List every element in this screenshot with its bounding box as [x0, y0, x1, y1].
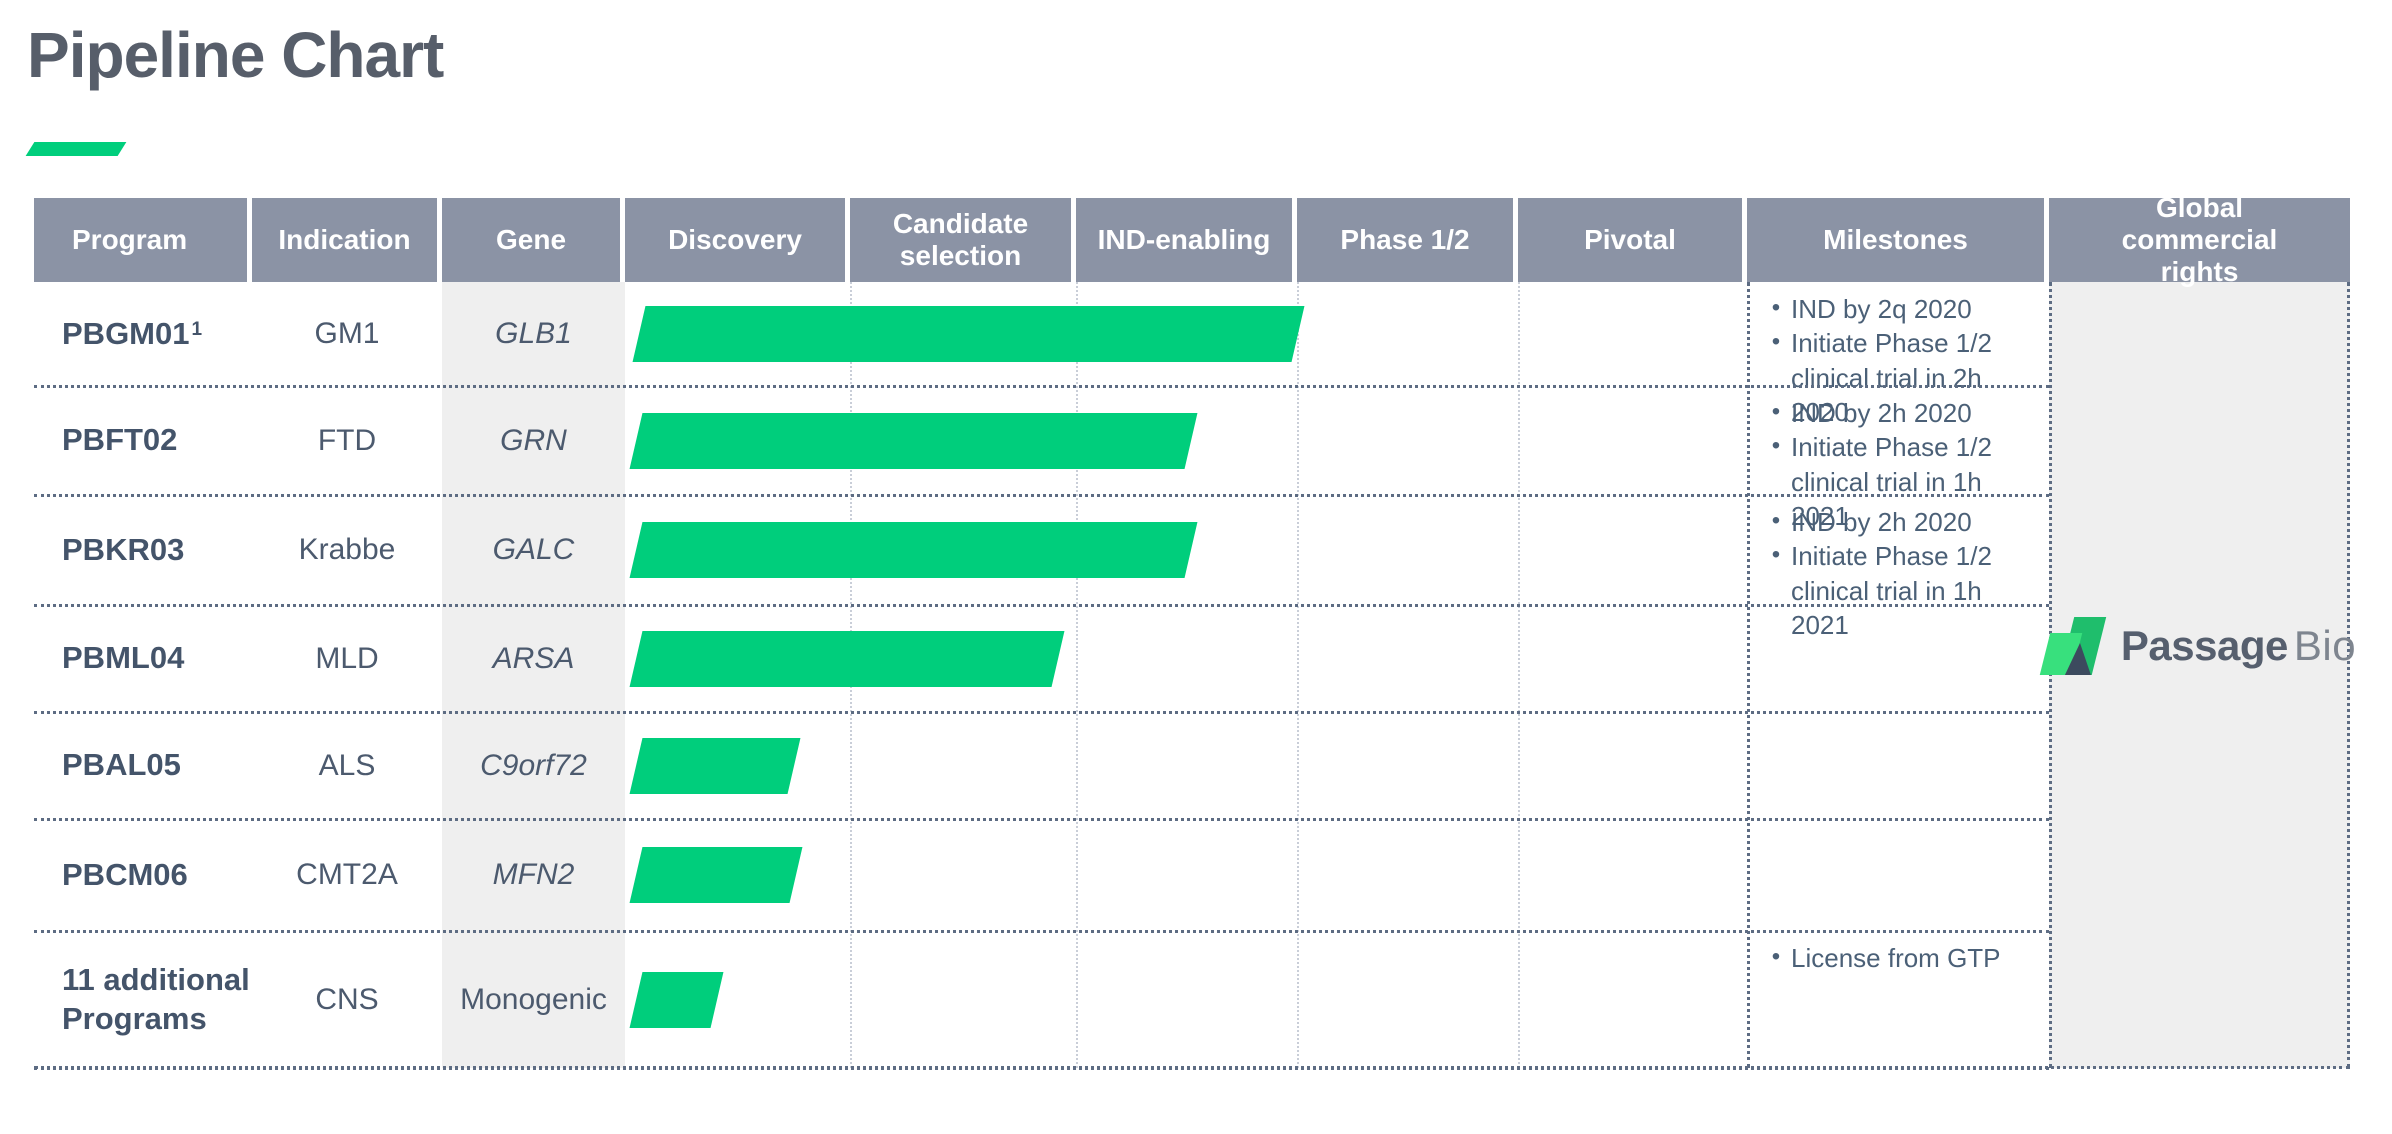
- milestone-item: • IND by 2q 2020: [1761, 292, 2041, 326]
- row-divider: [34, 818, 2049, 821]
- pipeline-progress-bar: [629, 737, 801, 794]
- bullet: •: [1771, 432, 1781, 460]
- header-global-commercial-rights: Global commercial rights: [2049, 192, 2350, 287]
- indication-cell: FTD: [317, 423, 377, 457]
- gene-cell: MFN2: [492, 858, 575, 891]
- pipeline-progress-bar: [629, 630, 1065, 687]
- table-row-pbml04: PBML04 MLD ARSA: [34, 605, 2350, 714]
- program-cell: PBAL05: [62, 747, 181, 783]
- bullet: •: [1771, 943, 1781, 970]
- gene-cell: GLB1: [495, 317, 572, 350]
- pipeline-progress-bar: [629, 522, 1198, 578]
- indication-cell: MLD: [315, 641, 379, 675]
- row-divider: [34, 930, 2049, 933]
- table-row-pbcm06: PBCM06 CMT2A MFN2: [34, 819, 2350, 933]
- table-right-border: [2347, 282, 2350, 1068]
- milestone-text: IND by 2h 2020: [1791, 507, 1972, 537]
- header-indication: Indication: [252, 198, 442, 282]
- milestone-text: Initiate Phase 1/2 clinical trial in 1h …: [1791, 541, 1992, 640]
- bullet: •: [1771, 328, 1781, 356]
- table-row-pbgm01: PBGM01 1 GM1 GLB1 • IND by 2q 2020 • Initiat…: [34, 282, 2350, 427]
- header-candidate-selection: Candidate selection: [850, 198, 1076, 282]
- milestones-left-border: [1747, 282, 1750, 1068]
- row-divider: [34, 385, 2049, 388]
- table-header-row: Program Indication Gene Discovery Candid…: [34, 192, 2350, 287]
- table-row-additional-programs: 11 additional Programs CNS Monogenic • Li…: [34, 931, 2350, 1070]
- gene-cell: GRN: [500, 423, 567, 457]
- program-cell: PBFT02: [62, 422, 178, 458]
- header-program: Program: [34, 198, 252, 282]
- page-title: Pipeline Chart: [27, 19, 444, 91]
- column-guide-pivotal: [1518, 282, 1520, 1068]
- pipeline-progress-bar: [629, 847, 803, 903]
- table-row-pbal05: PBAL05 ALS C9orf72: [34, 712, 2350, 821]
- header-discovery: Discovery: [625, 198, 850, 282]
- milestones-cell: [1747, 712, 2049, 819]
- milestones-cell: [1747, 605, 2049, 712]
- bullet: •: [1771, 507, 1781, 534]
- milestone-text: License from GTP: [1791, 943, 2001, 973]
- milestone-text: IND by 2q 2020: [1791, 294, 1972, 324]
- milestone-text: Initiate Phase 1/2 clinical trial in 1h …: [1791, 432, 1992, 531]
- milestones-cell: • License from GTP: [1747, 931, 2049, 1068]
- gene-cell: ARSA: [492, 641, 575, 675]
- row-divider: [34, 604, 2049, 607]
- bullet: •: [1771, 294, 1781, 321]
- milestone-item: • IND by 2h 2020: [1761, 396, 2041, 430]
- table-body: PBGM01 1 GM1 GLB1 • IND by 2q 2020 • Initiat…: [34, 282, 2350, 1070]
- table-row-pbkr03: PBKR03 Krabbe GALC • IND by 2h 2020 • Initi…: [34, 495, 2350, 640]
- indication-cell: CNS: [315, 982, 379, 1016]
- header-milestones: Milestones: [1747, 198, 2049, 282]
- pipeline-progress-bar: [629, 971, 724, 1028]
- passage-bio-logo-icon: [2039, 617, 2109, 675]
- row-divider: [34, 711, 2049, 714]
- header-phase-12: Phase 1/2: [1297, 198, 1518, 282]
- milestone-item: • IND by 2h 2020: [1761, 505, 2041, 539]
- gene-cell: C9orf72: [480, 748, 587, 782]
- gene-cell: GALC: [492, 533, 575, 566]
- gene-cell: Monogenic: [460, 982, 607, 1016]
- indication-cell: Krabbe: [298, 533, 396, 566]
- pipeline-progress-bar: [629, 412, 1198, 469]
- title-underline-dash: [25, 142, 127, 156]
- table-bottom-divider: [34, 1066, 2350, 1069]
- passage-bio-logo: Passage Bio: [2039, 606, 2356, 686]
- pipeline-progress-bar: [632, 306, 1304, 362]
- column-guide-ind-enabling: [1076, 282, 1078, 1068]
- indication-cell: GM1: [314, 317, 380, 350]
- footnote-marker: 1: [191, 319, 203, 341]
- global-rights-column-band: [2049, 282, 2350, 1068]
- milestones-cell: • IND by 2q 2020 • Initiate Phase 1/2 clini…: [1747, 282, 2049, 427]
- table-row-pbft02: PBFT02 FTD GRN • IND by 2h 2020 • Initiate …: [34, 386, 2350, 531]
- bullet: •: [1771, 541, 1781, 569]
- row-divider: [34, 494, 2049, 497]
- milestones-cell: • IND by 2h 2020 • Initiate Phase 1/2 clini…: [1747, 386, 2049, 531]
- milestones-right-border: [2049, 282, 2052, 1068]
- program-cell: PBML04: [62, 640, 185, 676]
- logo-text-passage: Passage: [2120, 622, 2288, 669]
- milestones-cell: • IND by 2h 2020 • Initiate Phase 1/2 clini…: [1747, 495, 2049, 640]
- bullet: •: [1771, 398, 1781, 425]
- header-ind-enabling: IND-enabling: [1076, 198, 1297, 282]
- pipeline-table: Program Indication Gene Discovery Candid…: [34, 192, 2356, 1070]
- indication-cell: CMT2A: [296, 858, 398, 891]
- column-guide-phase12: [1297, 282, 1299, 1068]
- header-pivotal: Pivotal: [1518, 198, 1747, 282]
- milestone-item: • Initiate Phase 1/2 clinical trial in 1h…: [1761, 430, 2041, 533]
- program-cell: PBCM06: [62, 856, 188, 892]
- program-cell: 11 additional Programs: [62, 961, 250, 1036]
- program-cell: PBKR03: [62, 531, 185, 567]
- milestone-item: • Initiate Phase 1/2 clinical trial in 1h…: [1761, 539, 2041, 642]
- header-gene: Gene: [442, 198, 625, 282]
- gene-column-band: [442, 282, 625, 1068]
- milestone-text: IND by 2h 2020: [1791, 398, 1972, 428]
- indication-cell: ALS: [318, 748, 376, 782]
- program-cell: PBGM01 1: [62, 315, 203, 351]
- milestone-item: • License from GTP: [1761, 941, 2041, 975]
- logo-text-bio: Bio: [2293, 622, 2357, 669]
- milestones-cell: [1747, 819, 2049, 931]
